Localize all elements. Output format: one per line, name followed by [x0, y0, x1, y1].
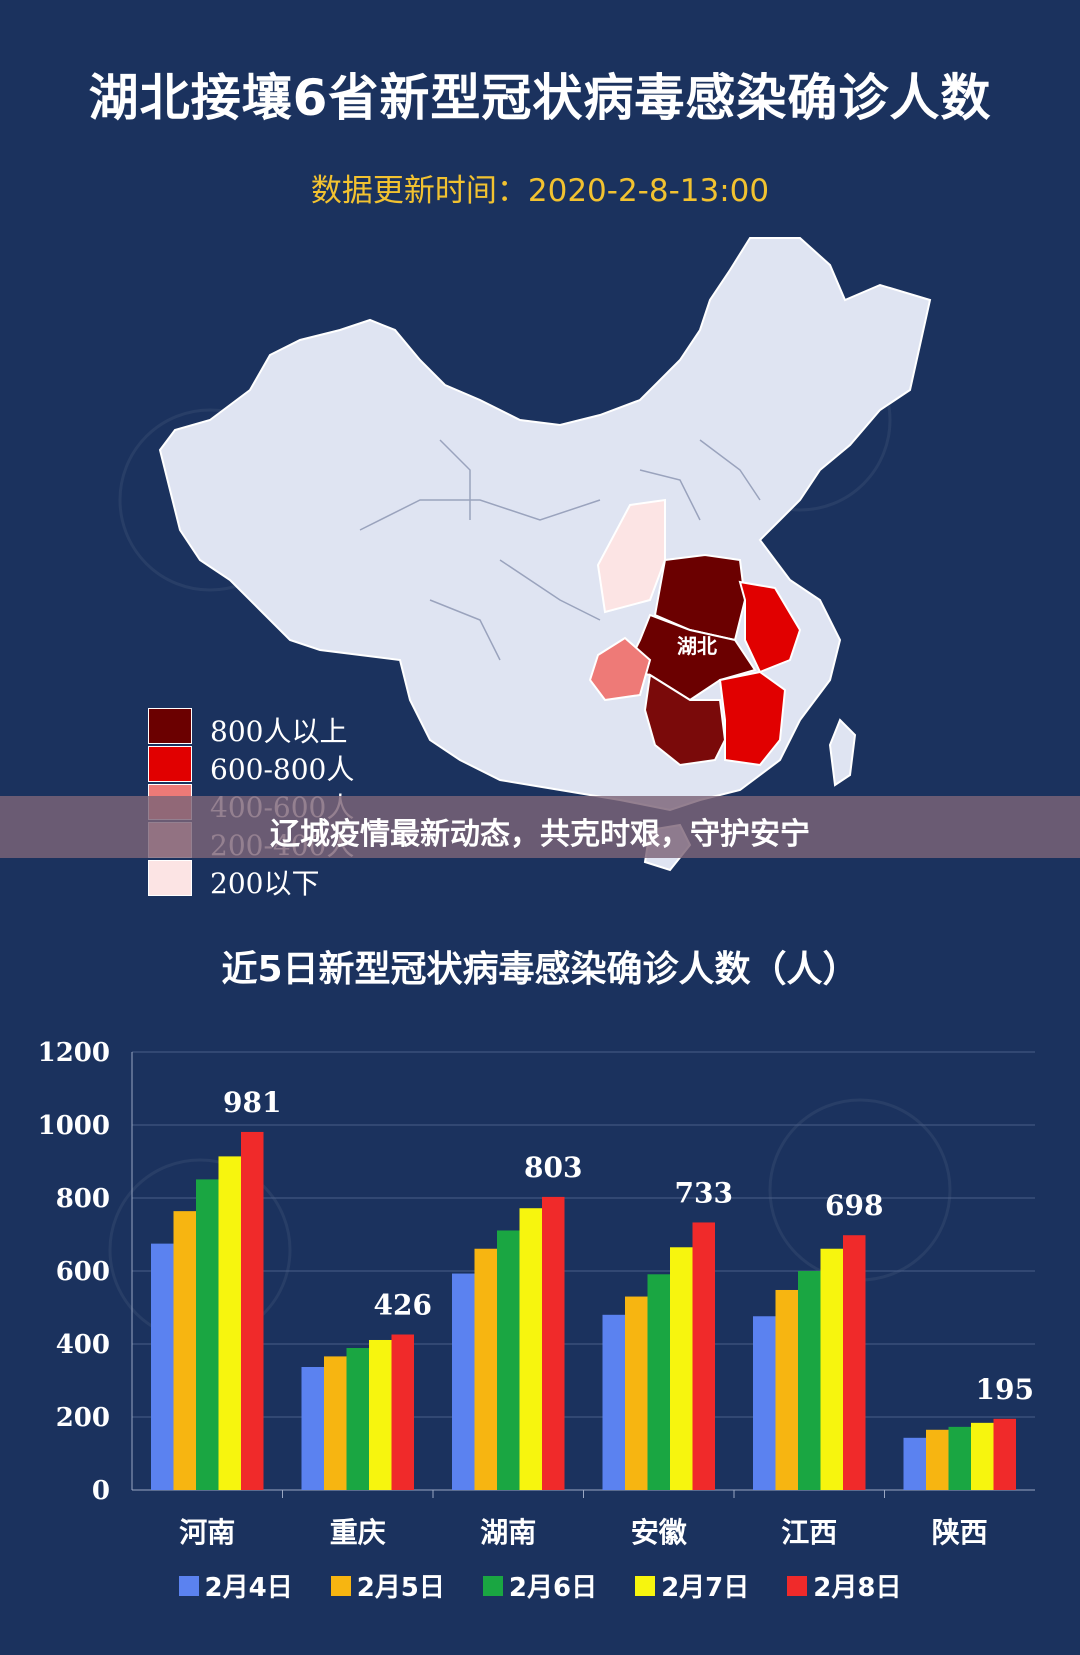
bar: [369, 1339, 392, 1490]
bar: [820, 1248, 843, 1490]
bar: [474, 1248, 497, 1490]
map-legend-swatch: [148, 860, 192, 896]
bar: [301, 1366, 324, 1490]
province-jiangxi: [718, 670, 787, 767]
bar: [542, 1196, 565, 1490]
page-title: 湖北接壤6省新型冠状病毒感染确诊人数: [88, 69, 992, 127]
bar: [775, 1289, 798, 1490]
bar: [903, 1437, 926, 1490]
province-shaanxi: [596, 498, 666, 614]
bar: [692, 1222, 715, 1490]
map-label-hubei: 湖北: [677, 634, 717, 658]
province-anhui: [738, 580, 802, 674]
province-chongqing: [588, 636, 652, 702]
bar: [324, 1356, 347, 1490]
chart-legend-label: 2月8日: [813, 1573, 902, 1603]
taiwan-island: [828, 718, 857, 787]
update-time: 数据更新时间：2020-2-8-13:00: [310, 173, 770, 209]
chart-legend-label: 2月7日: [661, 1573, 750, 1603]
chart-legend-label: 2月6日: [508, 1573, 598, 1603]
bar: [625, 1296, 648, 1490]
bar: [241, 1131, 264, 1490]
chart-legend-swatch: [330, 1575, 351, 1596]
bar: [971, 1422, 994, 1490]
y-tick-label: 800: [56, 1184, 110, 1214]
map-legend-label: 200以下: [210, 867, 320, 900]
data-label: 981: [223, 1086, 281, 1119]
bar: [196, 1179, 219, 1490]
bar-chart: 0 200 400 600 800 1000 1200 河南 981 重庆 426 湖南 803 安徽 7…: [38, 1038, 1035, 1549]
y-tick-label: 1200: [38, 1038, 110, 1068]
bar: [218, 1156, 241, 1490]
province-henan: [653, 553, 747, 642]
map-legend-label: 600-800人: [210, 753, 355, 786]
bar: [602, 1314, 625, 1490]
china-map: 湖北: [118, 237, 932, 872]
data-label: 698: [825, 1189, 883, 1222]
bar: [993, 1418, 1016, 1490]
chart-legend-swatch: [178, 1575, 199, 1596]
chart-legend-item: 2月5日: [330, 1567, 445, 1604]
bar: [151, 1243, 174, 1490]
y-tick-label: 600: [56, 1257, 110, 1287]
x-tick-label: 重庆: [330, 1516, 386, 1549]
bar: [753, 1316, 776, 1490]
bar: [647, 1274, 670, 1490]
bar: [173, 1211, 196, 1490]
bar: [843, 1235, 866, 1490]
chart-legend-label: 2月5日: [356, 1573, 445, 1603]
y-tick-label: 200: [56, 1403, 110, 1433]
y-tick-label: 0: [92, 1476, 110, 1506]
y-tick-label: 1000: [38, 1111, 110, 1141]
x-tick-label: 安徽: [631, 1516, 688, 1549]
bar: [346, 1348, 369, 1490]
chart-legend-swatch: [482, 1575, 503, 1596]
data-label: 803: [524, 1151, 582, 1184]
chart-legend-swatch: [787, 1575, 808, 1596]
chart-legend-swatch: [635, 1575, 656, 1596]
bar: [798, 1271, 821, 1490]
chart-legend-item: 2月6日: [482, 1567, 598, 1604]
data-label: 195: [976, 1373, 1034, 1406]
chart-legend-item: 2月7日: [635, 1567, 749, 1604]
headline-banner: 辽城疫情最新动态，共克时艰，守护安宁: [0, 796, 1080, 858]
y-tick-label: 400: [56, 1330, 110, 1360]
map-legend-swatch: [148, 746, 192, 782]
bar: [926, 1429, 949, 1490]
map-legend-swatch: [148, 708, 192, 744]
banner-text: 辽城疫情最新动态，共克时艰，守护安宁: [270, 817, 810, 852]
province-borders: [359, 439, 761, 661]
chart-legend-item: 2月8日: [787, 1567, 901, 1604]
data-label: 733: [675, 1176, 733, 1209]
map-legend-label: 800人以上: [210, 715, 348, 748]
data-label: 426: [374, 1289, 432, 1322]
chart-legend-label: 2月4日: [204, 1573, 293, 1603]
bar: [670, 1247, 693, 1490]
x-tick-label: 陕西: [932, 1516, 988, 1549]
chart-legend: 2月4日 2月5日 2月6日 2月7日 2月8日: [0, 1567, 1080, 1604]
bar: [948, 1426, 971, 1490]
bar: [519, 1208, 542, 1490]
chart-title: 近5日新型冠状病毒感染确诊人数（人）: [221, 949, 859, 990]
bar: [391, 1334, 414, 1490]
x-tick-label: 江西: [781, 1516, 837, 1549]
chart-legend-item: 2月4日: [178, 1567, 293, 1604]
x-tick-label: 河南: [179, 1516, 235, 1549]
province-hunan: [643, 673, 727, 767]
bar: [452, 1273, 475, 1490]
x-tick-label: 湖南: [480, 1516, 536, 1549]
bar: [497, 1230, 520, 1490]
